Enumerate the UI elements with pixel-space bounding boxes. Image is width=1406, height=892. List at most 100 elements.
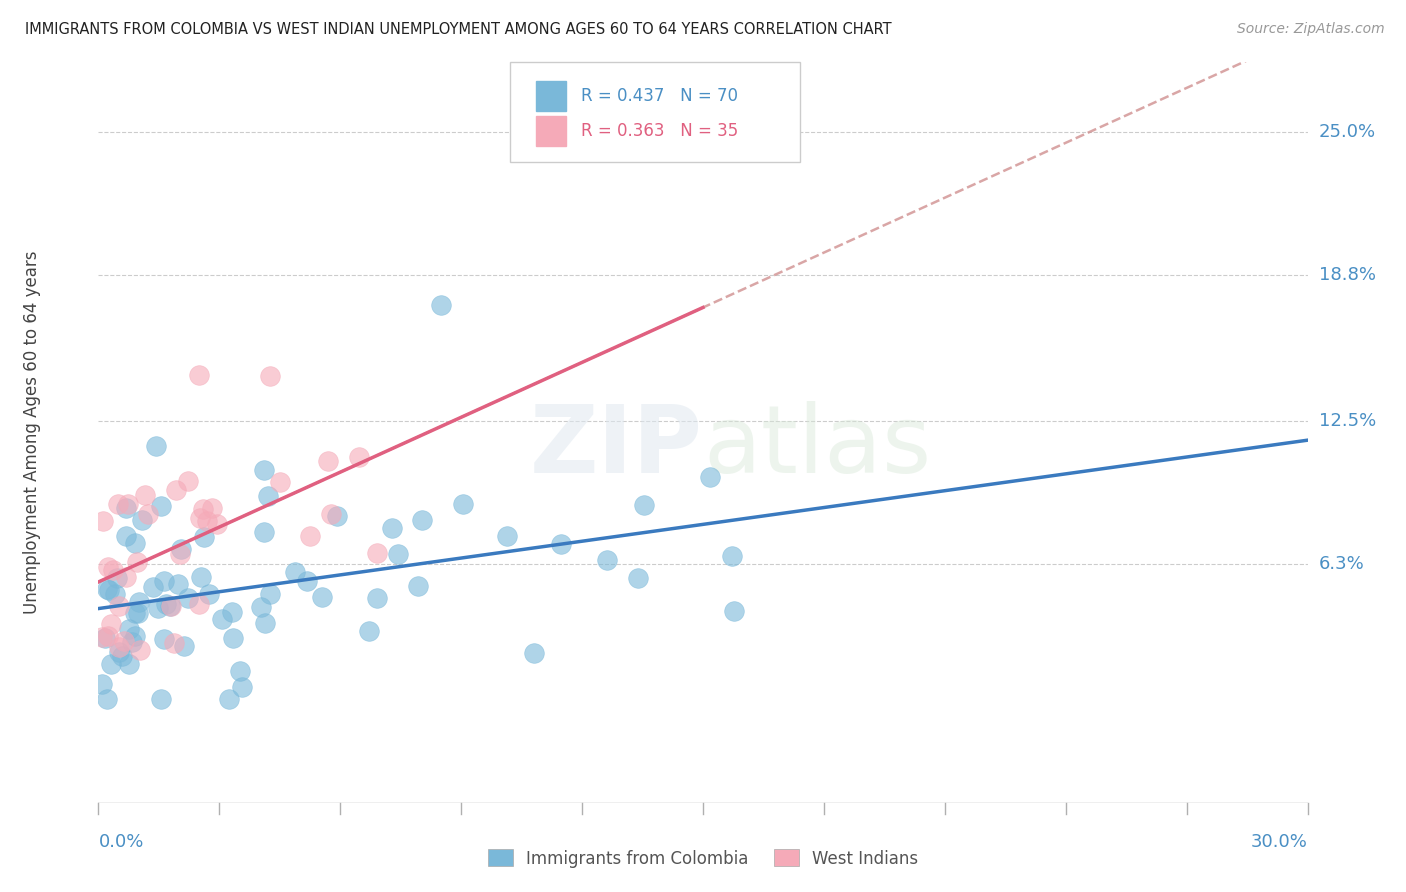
Point <box>298 529 321 543</box>
Point <box>222 631 245 645</box>
Point <box>115 570 138 584</box>
Point <box>131 513 153 527</box>
Point <box>153 574 176 589</box>
Point <box>150 691 173 706</box>
Text: 0.0%: 0.0% <box>98 833 143 851</box>
Point <box>167 576 190 591</box>
Text: IMMIGRANTS FROM COLOMBIA VS WEST INDIAN UNEMPLOYMENT AMONG AGES 60 TO 64 YEARS C: IMMIGRANTS FROM COLOMBIA VS WEST INDIAN … <box>25 22 891 37</box>
Point <box>97 629 120 643</box>
Text: ZIP: ZIP <box>530 401 703 493</box>
Point <box>550 537 572 551</box>
Point <box>218 691 240 706</box>
Point <box>347 450 370 465</box>
Point <box>326 509 349 524</box>
Point <box>176 591 198 605</box>
Point <box>191 501 214 516</box>
Point <box>316 453 339 467</box>
Point <box>100 617 122 632</box>
Point <box>91 677 114 691</box>
Text: 18.8%: 18.8% <box>1319 267 1375 285</box>
Point <box>523 647 546 661</box>
Point <box>254 616 277 631</box>
Point <box>149 499 172 513</box>
Point <box>124 606 146 620</box>
Point <box>165 483 187 498</box>
Point <box>97 560 120 574</box>
Point <box>121 635 143 649</box>
Point <box>159 599 181 613</box>
Point <box>596 553 619 567</box>
Point <box>721 549 744 563</box>
Point <box>408 578 430 592</box>
Point <box>253 463 276 477</box>
Point <box>198 587 221 601</box>
Point <box>136 508 159 522</box>
Point <box>205 517 228 532</box>
Point <box>411 513 433 527</box>
FancyBboxPatch shape <box>509 62 800 162</box>
Point <box>381 521 404 535</box>
Point <box>188 368 211 382</box>
Point <box>319 507 342 521</box>
Text: Source: ZipAtlas.com: Source: ZipAtlas.com <box>1237 22 1385 37</box>
Point <box>127 555 149 569</box>
Point <box>231 680 253 694</box>
Point <box>155 597 177 611</box>
Point <box>633 498 655 512</box>
Point <box>259 368 281 383</box>
Point <box>124 536 146 550</box>
Legend: Immigrants from Colombia, West Indians: Immigrants from Colombia, West Indians <box>479 841 927 876</box>
Point <box>103 563 125 577</box>
Point <box>257 489 280 503</box>
Point <box>357 624 380 639</box>
Point <box>124 629 146 643</box>
Point <box>117 498 139 512</box>
Point <box>115 528 138 542</box>
Point <box>111 648 134 663</box>
Point <box>699 470 721 484</box>
Point <box>169 547 191 561</box>
Point <box>193 530 215 544</box>
Point <box>100 657 122 671</box>
Point <box>108 640 131 655</box>
Point <box>134 487 156 501</box>
Point <box>366 591 388 605</box>
Point <box>148 600 170 615</box>
Point <box>229 664 252 678</box>
Text: R = 0.363   N = 35: R = 0.363 N = 35 <box>581 122 738 140</box>
Point <box>96 691 118 706</box>
Point <box>91 514 114 528</box>
Text: 30.0%: 30.0% <box>1251 833 1308 851</box>
Text: 6.3%: 6.3% <box>1319 556 1364 574</box>
Point <box>129 643 152 657</box>
Point <box>107 599 129 614</box>
Text: 12.5%: 12.5% <box>1319 412 1376 430</box>
Point <box>118 622 141 636</box>
Point <box>96 582 118 596</box>
Point <box>188 511 211 525</box>
Point <box>190 570 212 584</box>
Point <box>259 587 281 601</box>
Point <box>430 298 453 312</box>
Point <box>142 580 165 594</box>
Point <box>112 634 135 648</box>
Point <box>127 606 149 620</box>
Point <box>118 657 141 671</box>
Text: 25.0%: 25.0% <box>1319 123 1376 141</box>
Point <box>173 640 195 654</box>
Point <box>496 529 519 543</box>
Point <box>170 542 193 557</box>
Point <box>105 570 128 584</box>
Point <box>128 595 150 609</box>
Point <box>145 439 167 453</box>
Point <box>723 604 745 618</box>
Point <box>153 632 176 647</box>
Point <box>188 597 211 611</box>
Point <box>311 590 333 604</box>
Point <box>104 587 127 601</box>
Point <box>297 574 319 588</box>
Point <box>163 635 186 649</box>
Point <box>195 514 218 528</box>
Point <box>627 571 650 585</box>
Point <box>98 583 121 598</box>
